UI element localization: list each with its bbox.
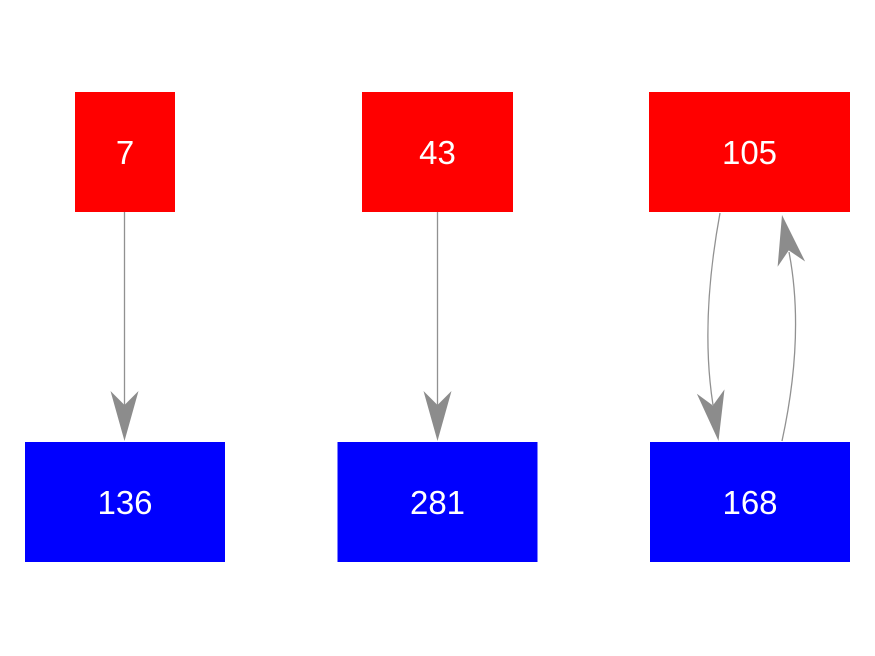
node-43: 43 xyxy=(362,92,513,212)
node-168: 168 xyxy=(650,442,850,562)
edge-7-to-136 xyxy=(110,212,139,441)
edges xyxy=(110,212,806,442)
edge-168-to-105 xyxy=(777,215,806,442)
node-label: 281 xyxy=(410,484,465,521)
edge-line xyxy=(781,251,797,442)
node-136: 136 xyxy=(25,442,225,562)
node-box xyxy=(649,92,850,212)
edge-105-to-168 xyxy=(696,212,725,441)
node-label: 136 xyxy=(97,484,152,521)
nodes: 7 43 105 136 281 168 xyxy=(25,92,850,562)
arrowhead xyxy=(423,391,452,441)
arrowhead xyxy=(696,389,725,441)
node-box xyxy=(362,92,513,212)
edge-43-to-281 xyxy=(423,212,452,441)
node-7: 7 xyxy=(75,92,175,212)
arrowhead xyxy=(777,215,806,267)
edge-line xyxy=(707,212,721,406)
node-label: 105 xyxy=(722,134,777,171)
node-105: 105 xyxy=(649,92,850,212)
node-box xyxy=(337,442,538,562)
node-label: 168 xyxy=(722,484,777,521)
node-box xyxy=(75,92,175,212)
node-281: 281 xyxy=(337,442,538,562)
node-label: 43 xyxy=(419,134,456,171)
node-box xyxy=(25,442,225,562)
node-label: 7 xyxy=(116,134,134,171)
node-box xyxy=(650,442,850,562)
arrowhead xyxy=(110,391,139,441)
